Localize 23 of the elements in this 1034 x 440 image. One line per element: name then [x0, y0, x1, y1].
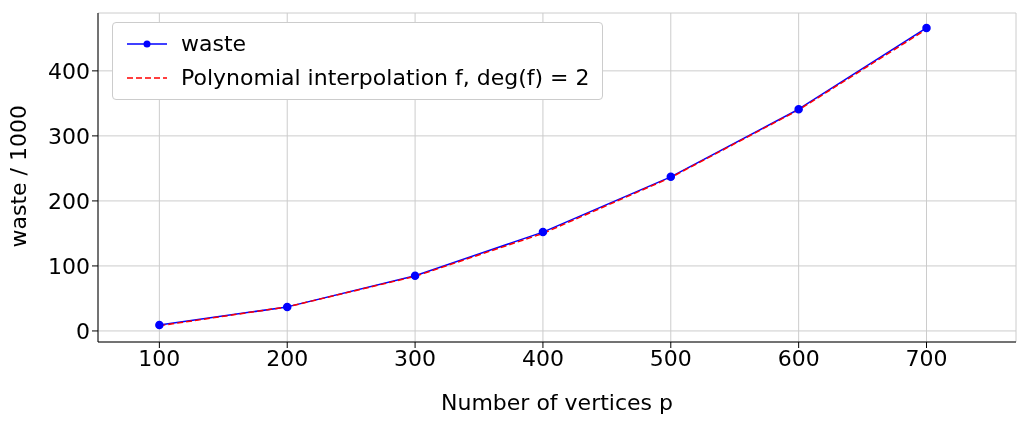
- point: [410, 271, 420, 280]
- y-tick-label: 300: [48, 123, 90, 149]
- y-tick-label: 400: [48, 58, 90, 84]
- x-tick-label: 700: [905, 345, 948, 371]
- point: [538, 227, 548, 237]
- point: [922, 23, 931, 33]
- y-tick-label: 100: [48, 253, 90, 279]
- point: [666, 172, 676, 182]
- point: [282, 302, 292, 312]
- x-tick-label: 600: [777, 345, 820, 371]
- legend-label: Polynomial interpolation f, deg(f) = 2: [181, 64, 590, 92]
- x-tick-label: 100: [138, 345, 181, 371]
- x-tick-label: 300: [394, 345, 437, 371]
- y-tick-label: 0: [76, 318, 90, 344]
- x-axis-title: Number of vertices p: [441, 390, 673, 415]
- x-tick-label: 500: [649, 345, 692, 371]
- x-tick-label: 400: [521, 345, 564, 371]
- point: [794, 104, 803, 114]
- legend-label: waste: [181, 30, 247, 58]
- y-axis-title: waste / 1000: [5, 105, 31, 248]
- y-tick-label: 200: [48, 188, 90, 214]
- point: [155, 320, 164, 330]
- x-tick-label: 200: [266, 345, 309, 371]
